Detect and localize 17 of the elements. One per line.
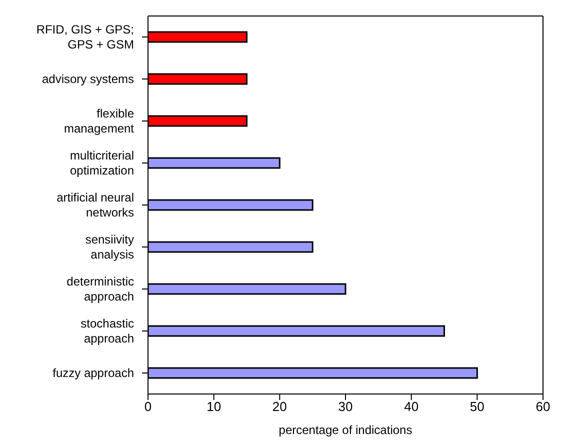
y-tick-label: RFID, GIS + GPS; GPS + GSM — [36, 22, 134, 52]
x-tick-label: 20 — [272, 399, 287, 414]
x-tick-label: 40 — [404, 399, 419, 414]
y-tick-label: multicriterial optimization — [70, 148, 134, 178]
y-tick-label: sensiivity analysis — [85, 232, 134, 262]
x-tick-label: 10 — [206, 399, 222, 414]
y-tick-label: stochastic approach — [80, 316, 134, 346]
y-tick-label: artificial neural networks — [56, 190, 134, 220]
x-tick-label: 30 — [338, 399, 353, 414]
y-tick-label: fuzzy approach — [52, 366, 134, 380]
x-tick-label: 60 — [536, 399, 550, 414]
x-tick-label: 50 — [470, 399, 484, 414]
x-axis-title: percentage of indications — [278, 423, 412, 437]
y-tick-label: flexible management — [64, 106, 135, 136]
y-tick-label: deterministic approach — [66, 274, 134, 304]
y-tick-label: advisory systems — [42, 72, 134, 86]
x-tick-label: 0 — [144, 399, 152, 414]
